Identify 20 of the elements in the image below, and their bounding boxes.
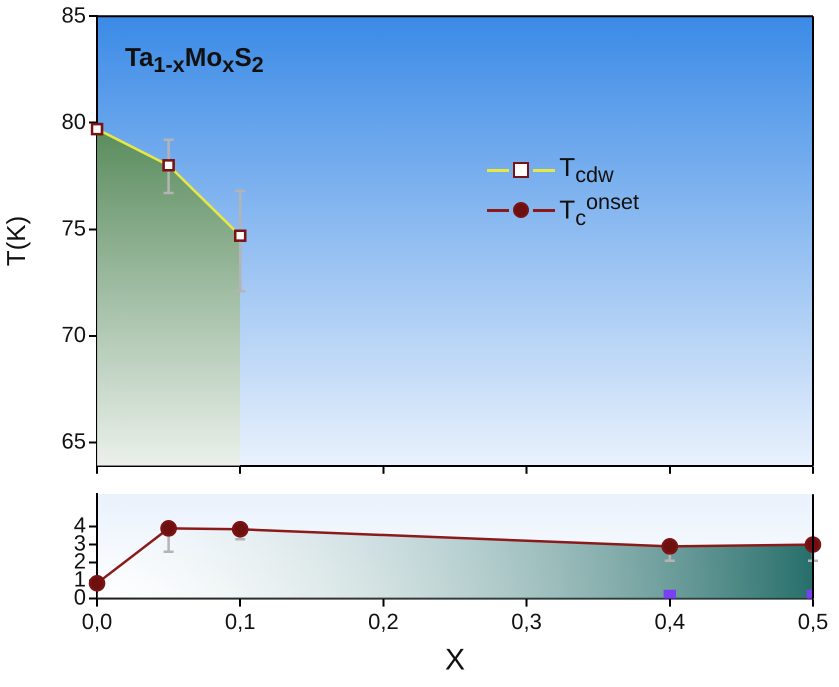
- point: [804, 536, 822, 553]
- y-tick-label: 70: [62, 322, 86, 347]
- x-tick-label: 0,4: [654, 608, 686, 634]
- x-axis-title: X: [444, 643, 466, 676]
- point: [232, 521, 248, 538]
- x-tick-label: 0,5: [798, 608, 828, 634]
- x-tick-label: 0,2: [368, 608, 399, 634]
- y-axis-title: T(K): [0, 216, 31, 266]
- y-tick-label: 85: [62, 2, 86, 28]
- y-tick-label: 65: [62, 428, 86, 454]
- point: [88, 575, 106, 592]
- legend-label: T$_{cdw}$: [559, 152, 614, 188]
- y-tick-label: 80: [62, 108, 86, 134]
- x-tick-label: 0,0: [82, 608, 112, 634]
- y-tick-label: 75: [62, 215, 86, 240]
- x-tick-label: 0,3: [511, 608, 542, 634]
- point: [662, 538, 678, 555]
- annotation: Ta$_{1-x}$Mo$_{x}$S$_{2}$: [125, 42, 264, 78]
- x-tick-label: 0,1: [224, 608, 256, 634]
- point: [160, 520, 177, 537]
